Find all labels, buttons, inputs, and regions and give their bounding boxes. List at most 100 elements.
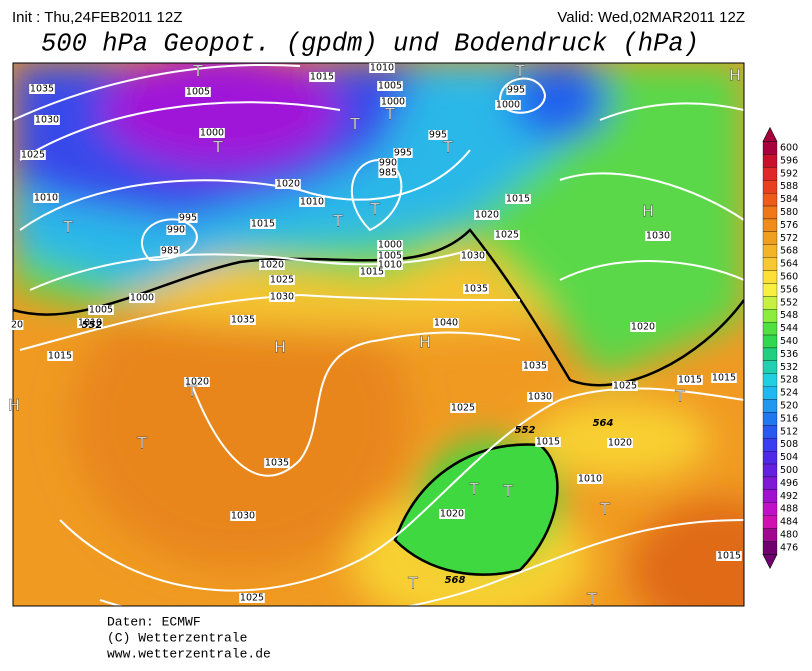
- isobar-label-bg: [239, 593, 265, 603]
- colorbar-cell: [762, 347, 778, 362]
- isobar-label-bg: [29, 84, 55, 94]
- colorbar-label: 512: [780, 426, 798, 437]
- isobar-label-bg: [47, 351, 73, 361]
- isobar-label-bg: [299, 197, 325, 207]
- isobar-label-bg: [166, 225, 186, 235]
- isobar-label-bg: [77, 318, 103, 328]
- isobar-label: 1035: [231, 315, 255, 326]
- colorbar-label: 476: [780, 542, 798, 553]
- isobar-label: 1000: [381, 97, 405, 108]
- colorbar-label: 488: [780, 504, 798, 515]
- isobar-label: 1020: [185, 377, 209, 388]
- colorbar-cell: [762, 321, 778, 336]
- contour-label: 552: [515, 425, 536, 436]
- colorbar-cell: [762, 270, 778, 284]
- isobar-label: 20: [11, 320, 23, 331]
- isobar-label: 1020: [475, 210, 499, 221]
- isobar-label: 1000: [496, 100, 520, 111]
- isobar-label: 1005: [186, 87, 210, 98]
- colorbar-cell: [762, 141, 778, 155]
- colorbar-cell: [762, 180, 778, 194]
- colorbar-cell: [762, 244, 778, 258]
- isobar-label-bg: [474, 210, 500, 220]
- isobar-label: 995: [507, 85, 525, 96]
- pressure-center: T: [442, 138, 453, 157]
- isobar-label-bg: [522, 361, 548, 371]
- colorbar-label: 588: [780, 181, 798, 192]
- isobar-label-bg: [577, 474, 603, 484]
- isobar-label-bg: [269, 275, 295, 285]
- isobar-label: 1010: [300, 197, 324, 208]
- isobar-label-bg: [377, 260, 403, 270]
- colorbar-cell: [762, 489, 778, 503]
- isobar-label-bg: [612, 381, 638, 391]
- colorbar-cell: [762, 528, 778, 542]
- pressure-center: T: [62, 218, 73, 237]
- isobar-label-bg: [380, 97, 406, 107]
- isobar-label: 1025: [270, 275, 294, 286]
- colorbar-label: 508: [780, 439, 798, 450]
- colorbar-cell: [762, 373, 778, 387]
- isobar-label: 1020: [631, 322, 655, 333]
- footer-line: Daten: ECMWF: [107, 614, 201, 629]
- colorbar-label: 484: [780, 517, 798, 528]
- isobar-label: 1005: [378, 81, 402, 92]
- isobar-label-bg: [439, 509, 465, 519]
- isobar-label-bg: [505, 194, 531, 204]
- isobar-label-bg: [677, 375, 703, 385]
- isobar-label: 1035: [265, 458, 289, 469]
- colorbar-label: 496: [780, 478, 798, 489]
- pressure-center: T: [502, 482, 513, 501]
- colorbar-label: 528: [780, 375, 798, 386]
- pressure-center: H: [419, 333, 431, 352]
- isobar-label: 1010: [370, 63, 394, 74]
- isobar-label: 990: [167, 225, 185, 236]
- colorbar-cell: [762, 399, 778, 413]
- pressure-center: T: [586, 590, 597, 609]
- isobar-label-bg: [160, 246, 180, 256]
- colorbar-label: 596: [780, 155, 798, 166]
- isobar-label-bg: [34, 115, 60, 125]
- colorbar-cell: [762, 360, 778, 374]
- map-field: [13, 63, 744, 606]
- colorbar-label: 504: [780, 452, 798, 463]
- colorbar-label: 576: [780, 220, 798, 231]
- colorbar-label: 532: [780, 362, 798, 373]
- isobar-label-bg: [230, 315, 256, 325]
- isobar-label: 1030: [35, 115, 59, 126]
- colorbar-label: 552: [780, 297, 798, 308]
- isobar-label-bg: [378, 168, 398, 178]
- isobar-label: 1000: [130, 293, 154, 304]
- colorbar-label: 524: [780, 388, 798, 399]
- isobar-label: 1025: [240, 593, 264, 604]
- isobar-label-bg: [184, 377, 210, 387]
- isobar-label: 1040: [434, 318, 458, 329]
- isobar-label: 995: [394, 148, 412, 159]
- isobar-label-bg: [309, 72, 335, 82]
- isobar-label: 985: [161, 246, 179, 257]
- isobar-label-bg: [645, 231, 671, 241]
- isobar-label-bg: [535, 437, 561, 447]
- isobar-label: 995: [179, 213, 197, 224]
- isobar-label: 1000: [200, 128, 224, 139]
- colorbar-cell: [762, 425, 778, 439]
- colorbar-cell: [762, 386, 778, 400]
- isobar-label-bg: [711, 373, 737, 383]
- colorbar-label: 580: [780, 207, 798, 218]
- isobar-label-bg: [460, 251, 486, 261]
- colorbar-label: 568: [780, 246, 798, 257]
- isobar-label-bg: [494, 230, 520, 240]
- pressure-center: T: [212, 138, 223, 157]
- pressure-center: T: [349, 115, 360, 134]
- isobar-label: 1030: [231, 511, 255, 522]
- colorbar-cell: [762, 218, 778, 232]
- colorbar-label: 600: [780, 143, 798, 154]
- isobar-label-bg: [378, 158, 398, 168]
- isobar-label-bg: [33, 193, 59, 203]
- isobar-label-bg: [607, 438, 633, 448]
- colorbar-cell: [762, 438, 778, 452]
- map-title: 500 hPa Geopot. (gpdm) und Bodendruck (h…: [41, 30, 699, 59]
